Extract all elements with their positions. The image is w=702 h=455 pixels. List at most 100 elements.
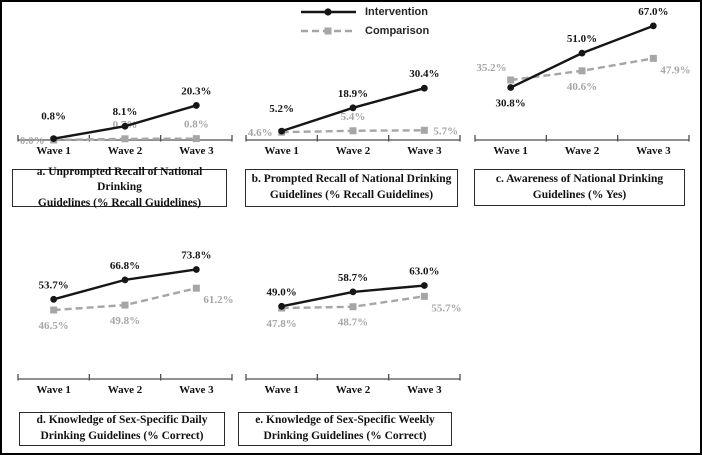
- data-label: 30.4%: [409, 68, 439, 80]
- x-axis-label: Wave 2: [108, 145, 143, 157]
- legend-label-intervention: Intervention: [365, 6, 428, 18]
- panel-b-title: b. Prompted Recall of National Drinking …: [245, 169, 458, 207]
- comparison-marker: [349, 303, 357, 311]
- panel-b-title-line2: Guidelines (% Recall Guidelines): [269, 189, 434, 201]
- data-label: 73.8%: [181, 249, 211, 261]
- panel-e-title-line1: e. Knowledge of Sex-Specific Weekly: [255, 414, 435, 427]
- data-label: 0.0%: [20, 135, 45, 147]
- panel-c-title-line2: Guidelines (% Yes): [532, 188, 627, 201]
- panel-d-title: d. Knowledge of Sex-Specific Daily Drink…: [19, 412, 225, 446]
- data-label: 5.4%: [341, 111, 366, 123]
- intervention-marker: [278, 302, 286, 310]
- x-axis-label: Wave 3: [636, 145, 671, 157]
- comparison-marker: [578, 67, 586, 75]
- data-label: 47.8%: [267, 318, 297, 330]
- comparison-marker: [192, 284, 200, 292]
- comparison-line-icon: [301, 27, 356, 35]
- panel-d-title-line2: Drinking Guidelines (% Correct): [40, 430, 204, 442]
- data-label: 53.7%: [39, 279, 69, 291]
- data-label: 5.2%: [269, 103, 294, 115]
- panel-e-title: e. Knowledge of Sex-Specific Weekly Drin…: [238, 412, 452, 446]
- intervention-marker: [50, 135, 58, 143]
- panel-d-title-line1: d. Knowledge of Sex-Specific Daily: [36, 414, 208, 427]
- x-axis-label: Wave 3: [407, 384, 442, 396]
- panel-a-title-line1: a. Unprompted Recall of National Drinkin…: [36, 165, 203, 194]
- panel-e-title-line2: Drinking Guidelines (% Correct): [263, 430, 427, 442]
- intervention-marker: [649, 22, 657, 30]
- data-label: 40.6%: [567, 81, 597, 93]
- panel-b-title-line1: b. Prompted Recall of National Drinking: [251, 173, 452, 186]
- data-label: 66.8%: [110, 260, 140, 272]
- data-label: 63.0%: [409, 266, 439, 278]
- data-label: 48.7%: [338, 317, 368, 329]
- x-axis-label: Wave 1: [36, 384, 71, 396]
- data-label: 0.8%: [41, 111, 66, 123]
- data-label: 30.8%: [496, 98, 526, 110]
- x-axis-label: Wave 3: [407, 145, 442, 157]
- legend-sample-marker: [324, 27, 332, 35]
- x-axis-label: Wave 3: [179, 384, 214, 396]
- x-axis-label: Wave 1: [264, 145, 299, 157]
- x-axis-label: Wave 1: [36, 145, 71, 157]
- data-label: 55.7%: [431, 302, 461, 314]
- chart-panel-b: Wave 1 Wave 2 Wave 3 4.6% 5.4% 5.7% 5.2% 18.9% 3…: [245, 68, 461, 157]
- panel-a-title-line2: Guidelines (% Recall Guidelines): [37, 196, 202, 209]
- comparison-marker: [50, 306, 58, 314]
- intervention-marker: [578, 49, 586, 57]
- panel-c-title: c. Awareness of National Drinking Guidel…: [474, 169, 685, 206]
- x-axis-label: Wave 2: [108, 384, 143, 396]
- chart-panel-e: Wave 1 Wave 2 Wave 3 47.8% 48.7% 55.7% 49.0% 58…: [245, 266, 462, 396]
- comparison-marker: [121, 135, 129, 143]
- data-label: 49.8%: [110, 315, 140, 327]
- data-label: 20.3%: [181, 85, 211, 97]
- legend-item-intervention: Intervention: [300, 6, 429, 18]
- intervention-marker: [192, 102, 200, 109]
- data-label: 0.8%: [184, 119, 209, 131]
- data-label: 8.1%: [113, 106, 138, 118]
- comparison-marker: [649, 54, 657, 62]
- comparison-marker: [420, 292, 428, 300]
- x-axis-label: Wave 1: [264, 384, 299, 396]
- intervention-marker: [192, 266, 200, 273]
- x-axis-label: Wave 2: [336, 145, 371, 157]
- chart-panel-c: Wave 1 Wave 2 Wave 3 35.2% 40.6% 47.9% 30.8% 51…: [474, 6, 691, 157]
- comparison-marker: [507, 76, 515, 84]
- x-axis-label: Wave 1: [493, 145, 528, 157]
- intervention-line: [53, 268, 197, 301]
- intervention-marker: [349, 104, 357, 112]
- intervention-marker: [121, 122, 129, 130]
- legend-sample-marker: [324, 8, 332, 16]
- comparison-marker: [121, 301, 129, 309]
- legend-item-comparison: Comparison: [300, 25, 429, 37]
- intervention-marker: [121, 276, 129, 284]
- data-label: 47.9%: [660, 64, 690, 76]
- panel-c-title-line1: c. Awareness of National Drinking: [495, 172, 664, 185]
- intervention-marker: [349, 288, 357, 296]
- legend-label-comparison: Comparison: [365, 25, 430, 37]
- data-label: 4.6%: [248, 127, 273, 139]
- intervention-marker: [420, 84, 428, 92]
- legend: Intervention Comparison: [300, 6, 429, 37]
- data-label: 5.7%: [433, 125, 458, 137]
- intervention-marker: [278, 127, 286, 135]
- intervention-marker: [507, 84, 515, 91]
- intervention-marker: [420, 282, 428, 289]
- x-axis-label: Wave 3: [179, 145, 214, 157]
- data-label: 49.0%: [267, 286, 297, 298]
- data-label: 58.7%: [338, 272, 368, 284]
- data-label: 46.5%: [39, 320, 69, 332]
- x-axis-label: Wave 2: [565, 145, 600, 157]
- data-label: 35.2%: [476, 62, 506, 74]
- panel-a-title: a. Unprompted Recall of National Drinkin…: [12, 166, 227, 209]
- x-axis-label: Wave 2: [336, 384, 371, 396]
- intervention-marker: [50, 295, 58, 303]
- data-label: 51.0%: [567, 33, 597, 45]
- data-label: 67.0%: [638, 6, 668, 18]
- data-label: 61.2%: [203, 294, 233, 306]
- comparison-marker: [420, 126, 428, 134]
- chart-panel-d: Wave 1 Wave 2 Wave 3 46.5% 49.8% 61.2% 53.7% 66…: [17, 249, 234, 396]
- data-label: 18.9%: [338, 88, 368, 100]
- intervention-line-icon: [301, 8, 356, 16]
